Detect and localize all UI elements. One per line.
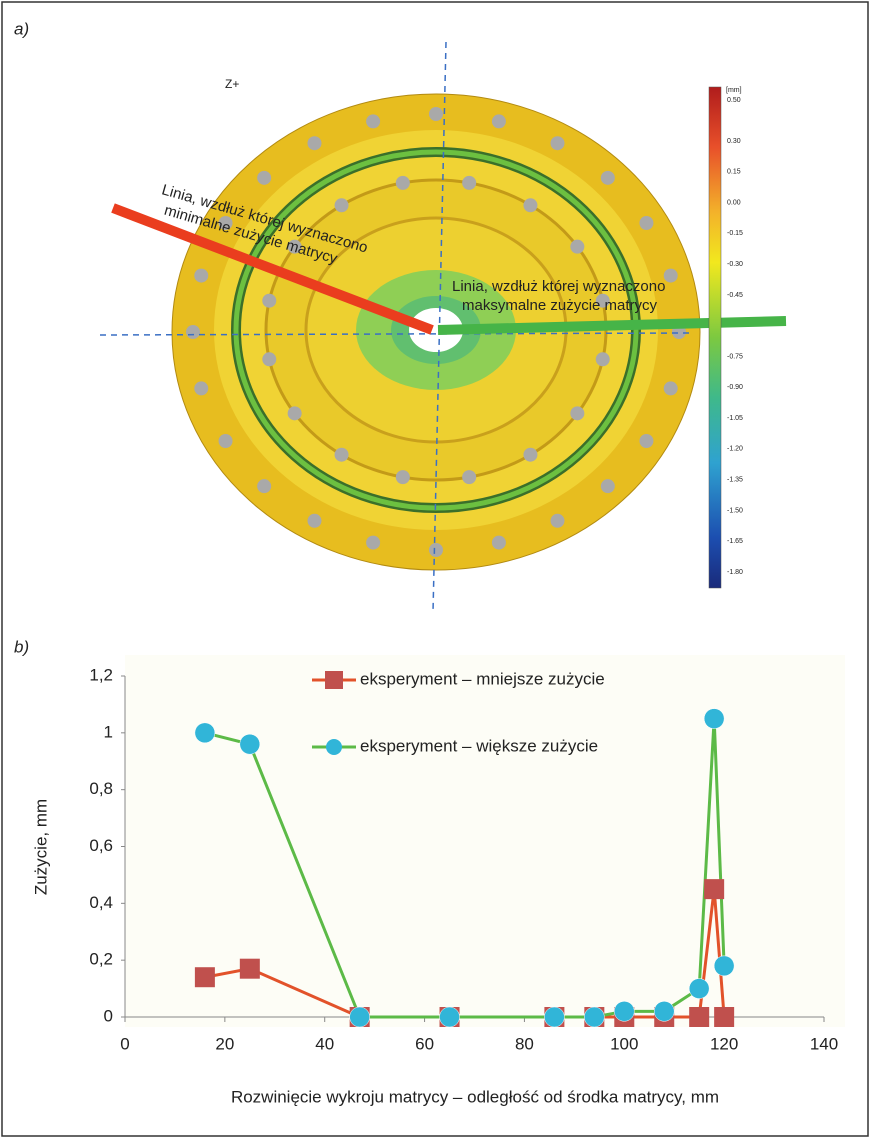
y-axis-title: Zużycie, mm — [31, 799, 50, 895]
x-tick-label: 120 — [710, 1034, 738, 1053]
x-tick-label: 40 — [315, 1034, 334, 1053]
marker — [689, 1007, 709, 1027]
bolt-hole — [523, 448, 537, 462]
marker — [584, 1007, 604, 1027]
marker — [440, 1007, 460, 1027]
x-tick-label: 60 — [415, 1034, 434, 1053]
bolt-hole — [639, 434, 653, 448]
scale-label: 0.50 — [727, 97, 741, 104]
x-tick-label: 100 — [610, 1034, 638, 1053]
bolt-hole — [186, 325, 200, 339]
bolt-hole — [396, 470, 410, 484]
bolt-hole — [429, 543, 443, 557]
annotation-text: Linia, wzdłuż której wyznaczono — [452, 278, 665, 295]
scale-labels: 0.50 0.30 0.15 0.00 -0.15 -0.30 -0.45 -0.75 -0.9… — [727, 97, 743, 576]
view-label: Z+ — [225, 77, 239, 91]
y-tick-label: 0,4 — [89, 893, 113, 912]
scale-label: -0.75 — [727, 353, 743, 360]
x-axis-title: Rozwinięcie wykroju matrycy – odległość … — [231, 1087, 719, 1106]
bolt-hole — [257, 171, 271, 185]
bolt-hole — [664, 269, 678, 283]
marker — [704, 879, 724, 899]
bolt-hole — [194, 381, 208, 395]
panel-label: b) — [14, 637, 29, 656]
bolt-hole — [308, 514, 322, 528]
bolt-hole — [601, 171, 615, 185]
marker — [714, 956, 734, 976]
scale-label: -1.35 — [727, 476, 743, 483]
bolt-hole — [262, 294, 276, 308]
bolt-hole — [429, 107, 443, 121]
y-tick-label: 1 — [104, 722, 113, 741]
bolt-hole — [601, 479, 615, 493]
bolt-hole — [288, 406, 302, 420]
legend-label: eksperyment – mniejsze zużycie — [360, 669, 605, 688]
bolt-hole — [396, 176, 410, 190]
scale-label: 0.30 — [727, 138, 741, 145]
bolt-hole — [523, 198, 537, 212]
marker — [704, 709, 724, 729]
marker — [240, 959, 260, 979]
scale-label: -0.90 — [727, 384, 743, 391]
marker — [350, 1007, 370, 1027]
scale-label: -1.20 — [727, 446, 743, 453]
bolt-hole — [551, 514, 565, 528]
bolt-hole — [257, 479, 271, 493]
bolt-hole — [335, 198, 349, 212]
marker — [689, 979, 709, 999]
y-tick-label: 0 — [104, 1006, 113, 1025]
figure: a) Z+ Linia, wzdłuż której wyznaczono mi… — [0, 0, 871, 1139]
marker — [195, 723, 215, 743]
bolt-hole — [308, 136, 322, 150]
marker — [240, 734, 260, 754]
bolt-hole — [462, 470, 476, 484]
bolt-hole — [492, 114, 506, 128]
scale-label: -1.50 — [727, 507, 743, 514]
annotation-text: maksymalne zużycie matrycy — [462, 297, 658, 314]
bolt-hole — [366, 536, 380, 550]
scale-label: -0.15 — [727, 230, 743, 237]
marker — [544, 1007, 564, 1027]
bolt-hole — [194, 269, 208, 283]
legend-marker — [325, 671, 343, 689]
marker — [195, 967, 215, 987]
bolt-hole — [462, 176, 476, 190]
legend-label: eksperyment – większe zużycie — [360, 736, 598, 755]
scale-label: -1.05 — [727, 415, 743, 422]
marker — [654, 1001, 674, 1021]
y-tick-label: 1,2 — [89, 665, 113, 684]
bolt-hole — [366, 114, 380, 128]
x-tick-label: 140 — [810, 1034, 838, 1053]
scale-label: -0.45 — [727, 292, 743, 299]
color-scale — [709, 87, 721, 588]
bolt-hole — [570, 406, 584, 420]
y-tick-label: 0,8 — [89, 779, 113, 798]
bolt-hole — [596, 352, 610, 366]
y-tick-label: 0,2 — [89, 950, 113, 969]
bolt-hole — [219, 434, 233, 448]
scale-label: -1.80 — [727, 569, 743, 576]
bolt-hole — [664, 381, 678, 395]
panel-label: a) — [14, 19, 29, 38]
marker — [614, 1001, 634, 1021]
scale-label: -0.30 — [727, 261, 743, 268]
y-tick-label: 0,6 — [89, 836, 113, 855]
bolt-hole — [570, 240, 584, 254]
marker — [714, 1007, 734, 1027]
x-tick-label: 80 — [515, 1034, 534, 1053]
bolt-hole — [262, 352, 276, 366]
scale-label: 0.00 — [727, 199, 741, 206]
scale-label: 0.15 — [727, 169, 741, 176]
scale-unit: [mm] — [726, 87, 742, 94]
x-tick-label: 0 — [120, 1034, 129, 1053]
bolt-hole — [639, 216, 653, 230]
x-tick-label: 20 — [215, 1034, 234, 1053]
scale-label: -1.65 — [727, 538, 743, 545]
bolt-hole — [551, 136, 565, 150]
bolt-hole — [335, 448, 349, 462]
legend-marker — [326, 739, 342, 755]
bolt-hole — [492, 536, 506, 550]
